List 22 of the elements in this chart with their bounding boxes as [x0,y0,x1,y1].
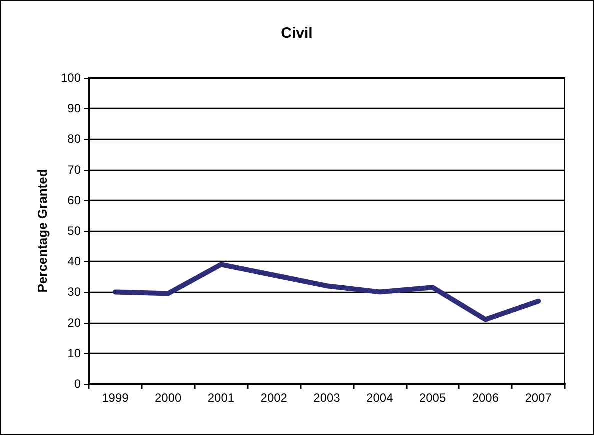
y-tick-label: 60 [68,193,82,208]
y-tick-label: 0 [74,377,82,391]
y-tick-label: 20 [68,316,82,330]
y-tick-label: 80 [68,132,82,146]
y-tick-label: 90 [68,102,82,116]
x-tick-label: 2006 [472,391,500,405]
x-tick-label: 1999 [102,391,130,405]
chart-title: Civil [281,25,313,42]
x-tick-label: 2003 [314,391,341,405]
y-tick-label: 100 [60,71,82,85]
y-tick-label: 50 [68,224,82,238]
x-tick-label: 2005 [419,391,446,405]
x-tick-label: 2001 [208,391,235,405]
x-tick-label: 2002 [260,391,288,405]
y-axis-title: Percentage Granted [35,169,50,293]
y-tick-label: 30 [68,285,82,300]
y-tick-label: 70 [68,162,82,177]
x-tick-label: 2007 [525,391,552,405]
x-tick-label: 2004 [366,391,394,405]
y-tick-label: 40 [68,254,82,269]
x-tick-label: 2000 [154,391,182,405]
y-tick-label: 10 [68,346,82,360]
